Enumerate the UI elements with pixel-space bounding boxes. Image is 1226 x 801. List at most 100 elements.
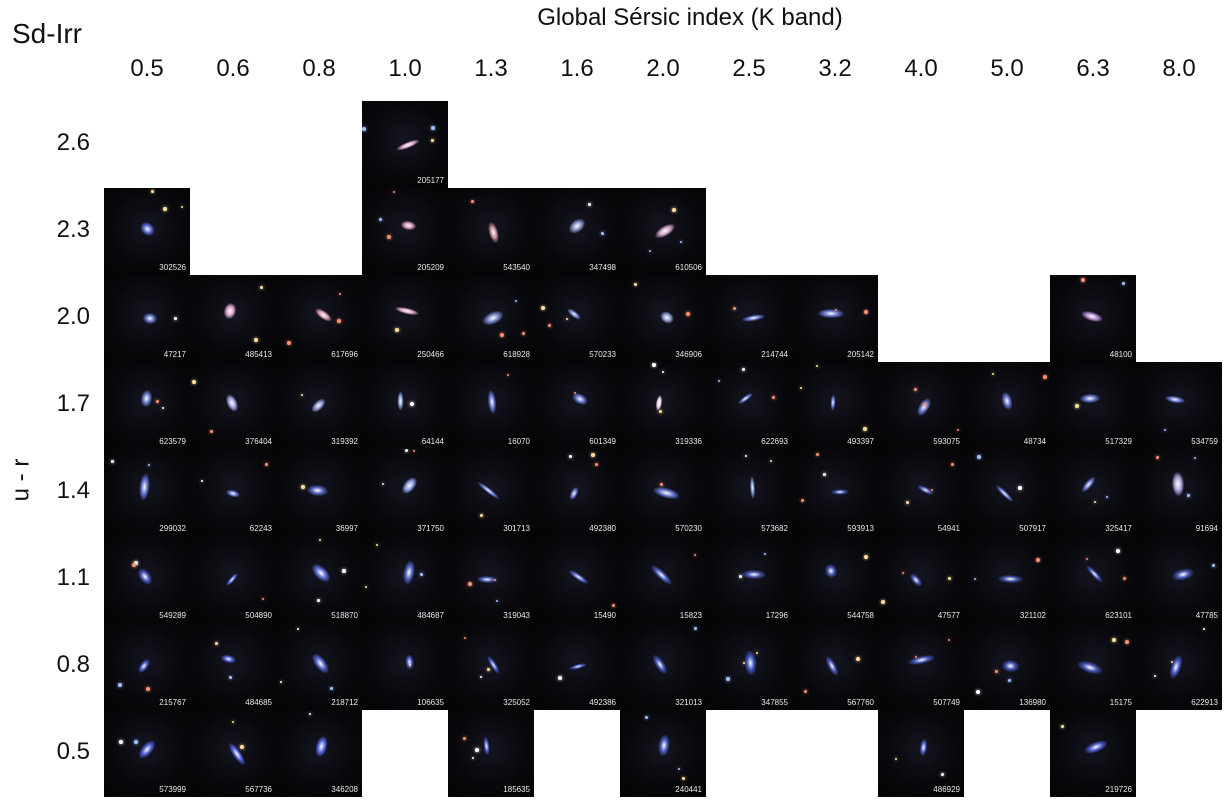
star-dot [1203, 628, 1205, 630]
galaxy-image [486, 221, 501, 245]
star-dot [337, 319, 341, 323]
galaxy-thumbnail: 623101 [1050, 536, 1136, 623]
galaxy-thumbnail: 240441 [620, 710, 706, 797]
galaxy-image [226, 741, 248, 768]
x-tick-label: 0.6 [216, 55, 250, 82]
galaxy-id-label: 486929 [933, 785, 960, 794]
galaxy-thumbnail: 573682 [706, 449, 792, 536]
star-dot [480, 676, 482, 678]
galaxy-thumbnail: 549289 [104, 536, 190, 623]
galaxy-id-label: 618928 [503, 350, 530, 359]
galaxy-thumbnail: 214744 [706, 275, 792, 362]
galaxy-image [743, 650, 757, 677]
galaxy-thumbnail: 507917 [964, 449, 1050, 536]
star-dot [192, 380, 196, 384]
x-tick-label: 1.3 [474, 55, 508, 82]
x-tick-label: 2.5 [732, 55, 766, 82]
galaxy-image [135, 737, 159, 762]
galaxy-thumbnail: 205142 [792, 275, 878, 362]
galaxy-id-label: 492386 [589, 698, 616, 707]
star-dot [772, 396, 775, 399]
star-dot [680, 241, 682, 243]
galaxy-id-label: 321102 [1019, 611, 1046, 620]
galaxy-image [997, 574, 1024, 584]
star-dot [500, 333, 504, 337]
galaxy-thumbnail: 567736 [190, 710, 276, 797]
galaxy-id-label: 47577 [937, 611, 960, 620]
galaxy-image [142, 312, 158, 325]
y-tick-label: 2.3 [56, 216, 90, 243]
galaxy-id-label: 325417 [1105, 524, 1132, 533]
star-dot [992, 373, 994, 375]
galaxy-thumbnail: 17296 [706, 536, 792, 623]
galaxy-image [565, 306, 582, 322]
star-dot [119, 740, 123, 744]
galaxy-image [1001, 659, 1020, 673]
galaxy-id-label: 62243 [249, 524, 272, 533]
galaxy-image [220, 653, 237, 665]
galaxy-thumbnail: 507749 [878, 623, 964, 710]
star-dot [977, 455, 981, 459]
star-dot [634, 283, 637, 286]
galaxy-image [649, 562, 675, 588]
star-dot [718, 380, 720, 382]
star-dot [745, 455, 747, 457]
galaxy-thumbnail: 302526 [104, 188, 190, 275]
star-dot [365, 586, 367, 588]
star-dot [569, 455, 572, 458]
galaxy-image [565, 215, 588, 237]
galaxy-image [308, 650, 332, 676]
galaxy-image [486, 389, 498, 415]
galaxy-id-label: 15823 [679, 611, 702, 620]
star-dot [588, 203, 591, 206]
galaxy-thumbnail: 91694 [1136, 449, 1222, 536]
star-dot [1061, 725, 1064, 728]
star-dot [254, 338, 258, 342]
star-dot [649, 250, 651, 252]
star-dot [694, 554, 696, 556]
galaxy-id-label: 106635 [417, 698, 444, 707]
galaxy-id-label: 16070 [507, 437, 530, 446]
star-dot [146, 687, 150, 691]
star-dot [174, 317, 177, 320]
star-dot [659, 410, 662, 413]
star-dot [823, 473, 826, 476]
star-dot [342, 569, 346, 573]
galaxy-id-label: 567760 [847, 698, 874, 707]
galaxy-id-label: 622913 [1191, 698, 1218, 707]
galaxy-image [394, 305, 420, 317]
galaxy-image [313, 305, 334, 324]
x-tick-label: 0.8 [302, 55, 336, 82]
galaxy-image [657, 733, 671, 757]
star-dot [694, 627, 697, 630]
galaxy-id-label: 17296 [765, 611, 788, 620]
y-tick-label: 0.8 [56, 651, 90, 678]
star-dot [864, 555, 868, 559]
star-dot [330, 687, 333, 690]
galaxy-image [1170, 566, 1195, 582]
galaxy-id-label: 299032 [159, 524, 186, 533]
galaxy-id-label: 91694 [1195, 524, 1218, 533]
galaxy-image [568, 662, 588, 672]
star-dot [494, 579, 496, 581]
star-dot [464, 637, 466, 639]
x-tick-label: 3.2 [818, 55, 852, 82]
star-dot [118, 683, 122, 687]
galaxy-thumbnail: 484685 [190, 623, 276, 710]
galaxy-thumbnail: 518870 [276, 536, 362, 623]
galaxy-image [657, 308, 676, 326]
star-dot [262, 598, 264, 600]
galaxy-id-label: 214744 [761, 350, 788, 359]
galaxy-image [1075, 658, 1105, 677]
galaxy-id-label: 518870 [331, 611, 358, 620]
star-dot [1036, 558, 1040, 562]
star-dot [362, 127, 366, 131]
galaxy-id-label: 347498 [589, 263, 616, 272]
star-dot [881, 600, 885, 604]
star-dot [376, 544, 378, 546]
galaxy-thumbnail: 346906 [620, 275, 706, 362]
galaxy-image [914, 395, 934, 418]
galaxy-image [139, 389, 154, 408]
star-dot [1171, 661, 1173, 663]
